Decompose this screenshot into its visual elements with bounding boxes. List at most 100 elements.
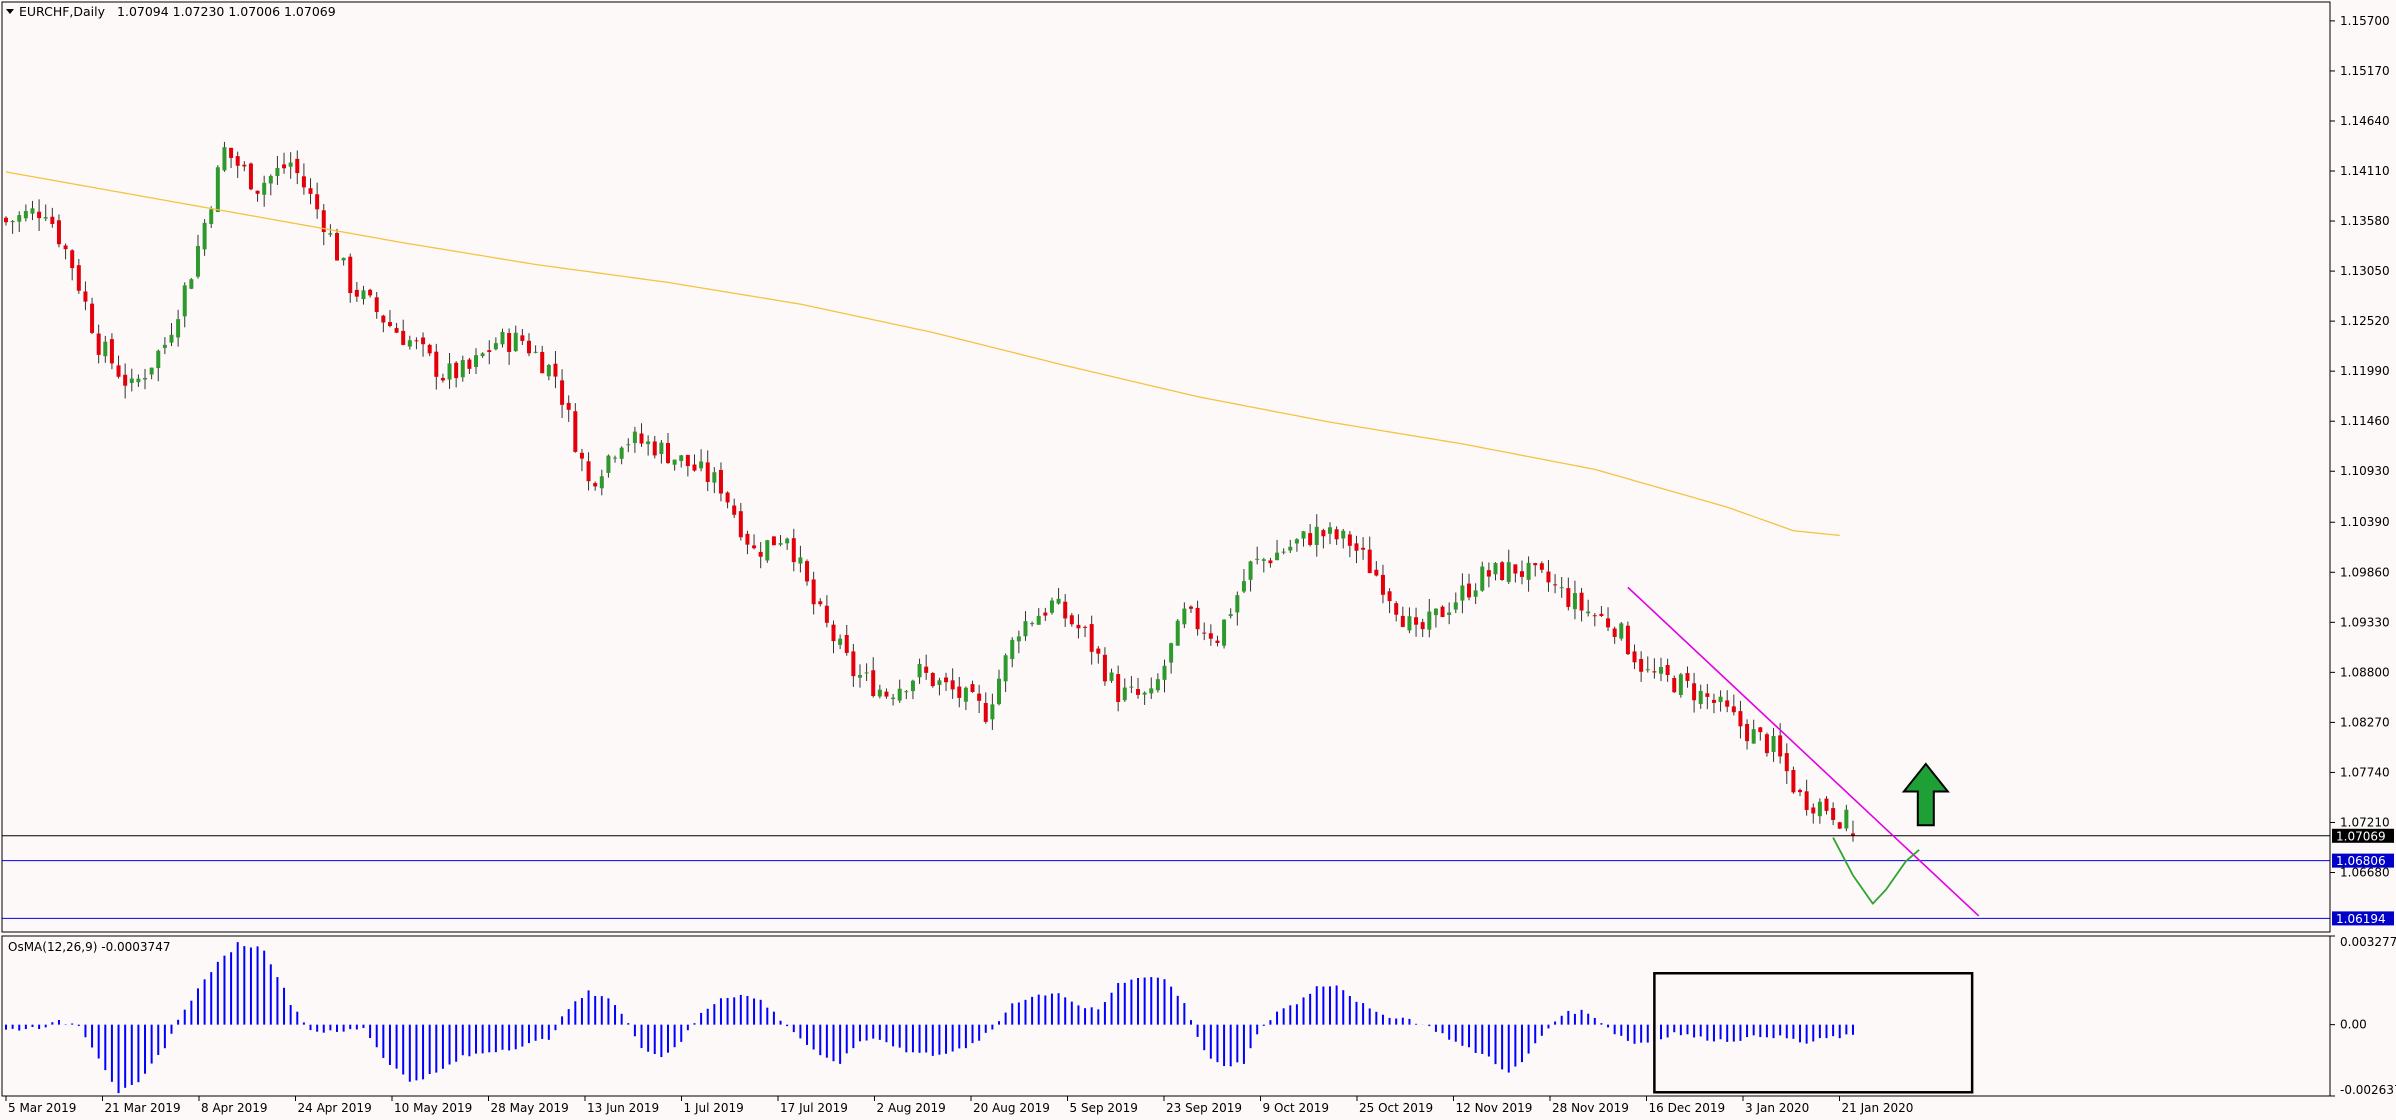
candle	[242, 161, 247, 172]
candle-body	[771, 536, 776, 546]
candle-body	[368, 289, 373, 296]
candle-body	[1539, 563, 1544, 570]
candle	[1116, 665, 1121, 712]
candle	[30, 200, 35, 221]
candle	[560, 369, 565, 418]
price-tick-label: 1.08800	[2340, 665, 2390, 679]
price-tag-label: 1.07069	[2336, 829, 2386, 843]
candle-body	[977, 693, 982, 701]
candle	[1592, 613, 1597, 627]
candle	[1241, 569, 1246, 594]
date-tick-label: 8 Apr 2019	[201, 1101, 268, 1115]
candle-body	[1758, 727, 1763, 733]
candle-body	[626, 444, 631, 446]
candle-body	[1241, 581, 1246, 592]
candle	[222, 141, 227, 172]
candle-body	[440, 377, 445, 381]
price-tag	[2332, 853, 2394, 868]
candle	[586, 452, 591, 491]
candle	[626, 438, 631, 453]
candle	[1606, 607, 1611, 632]
price-tick-label: 1.11460	[2340, 414, 2390, 428]
candle	[1248, 560, 1253, 592]
candle-body	[10, 221, 15, 223]
candle-body	[1711, 699, 1716, 703]
candle	[1665, 658, 1670, 682]
candle-body	[1228, 614, 1233, 617]
candle	[1036, 608, 1041, 625]
candle-body	[659, 442, 664, 454]
candle-body	[189, 279, 194, 289]
candle	[1394, 601, 1399, 622]
candle-body	[487, 350, 492, 352]
candle-body	[924, 666, 929, 673]
candle-body	[1844, 809, 1849, 829]
candle	[1837, 821, 1842, 830]
candle	[513, 325, 518, 352]
candle	[970, 680, 975, 693]
candle-body	[1049, 600, 1054, 613]
price-tick-label: 1.09330	[2340, 615, 2390, 629]
candle-body	[533, 351, 538, 353]
highlight-box[interactable]	[1653, 972, 1974, 1094]
candle	[440, 373, 445, 383]
osma-pane-frame	[1, 935, 2331, 1097]
candle-body	[1519, 571, 1524, 577]
candle-body	[851, 651, 856, 677]
candle-body	[1778, 735, 1783, 757]
candle	[937, 677, 942, 696]
candle	[1579, 587, 1584, 622]
candle-body	[427, 344, 432, 354]
candle	[1010, 637, 1015, 668]
candle	[1460, 573, 1465, 614]
date-tick-label: 17 Jul 2019	[780, 1101, 848, 1115]
candle-body	[30, 208, 35, 214]
candle	[1328, 522, 1332, 545]
candle	[335, 228, 339, 261]
candle	[176, 309, 181, 347]
dropdown-triangle-icon[interactable]	[6, 9, 14, 14]
candle	[1493, 562, 1498, 581]
candle	[1711, 693, 1716, 714]
price-pane[interactable]	[2, 141, 2330, 919]
osma-pane[interactable]	[5, 942, 1974, 1094]
candle-body	[526, 340, 531, 354]
candle-body	[1745, 724, 1750, 742]
candle-body	[1837, 822, 1842, 829]
candle-body	[229, 147, 234, 158]
candle	[1182, 602, 1187, 629]
candle	[96, 324, 101, 364]
candle-body	[341, 257, 346, 261]
candle	[805, 559, 810, 586]
candle-body	[1572, 593, 1577, 610]
candle-body	[573, 411, 578, 452]
candle	[374, 291, 379, 319]
trendline[interactable]	[1627, 586, 1980, 917]
price-tick-label: 1.15700	[2340, 14, 2390, 28]
candle-body	[1659, 667, 1663, 674]
candle-body	[1129, 686, 1134, 688]
candle-body	[990, 704, 995, 720]
candle	[1215, 635, 1220, 647]
candle-body	[169, 334, 174, 343]
candle-body	[1175, 620, 1180, 646]
candle	[394, 322, 399, 334]
candle-body	[1202, 632, 1207, 634]
candle	[1771, 727, 1776, 762]
up-arrow-icon[interactable]	[1901, 762, 1950, 827]
candle-body	[1089, 624, 1094, 652]
projection-path[interactable]	[1832, 837, 1920, 905]
candle-body	[1764, 734, 1769, 754]
candle	[1824, 796, 1829, 815]
candle	[1142, 691, 1147, 705]
symbol-label: EURCHF,Daily	[19, 4, 106, 19]
candle	[526, 333, 531, 357]
candle	[1407, 607, 1412, 634]
candle	[646, 435, 651, 456]
candle	[83, 281, 88, 311]
candle-body	[1804, 791, 1809, 810]
candle	[295, 150, 300, 185]
candle	[1096, 646, 1101, 664]
candle-body	[1016, 636, 1021, 642]
